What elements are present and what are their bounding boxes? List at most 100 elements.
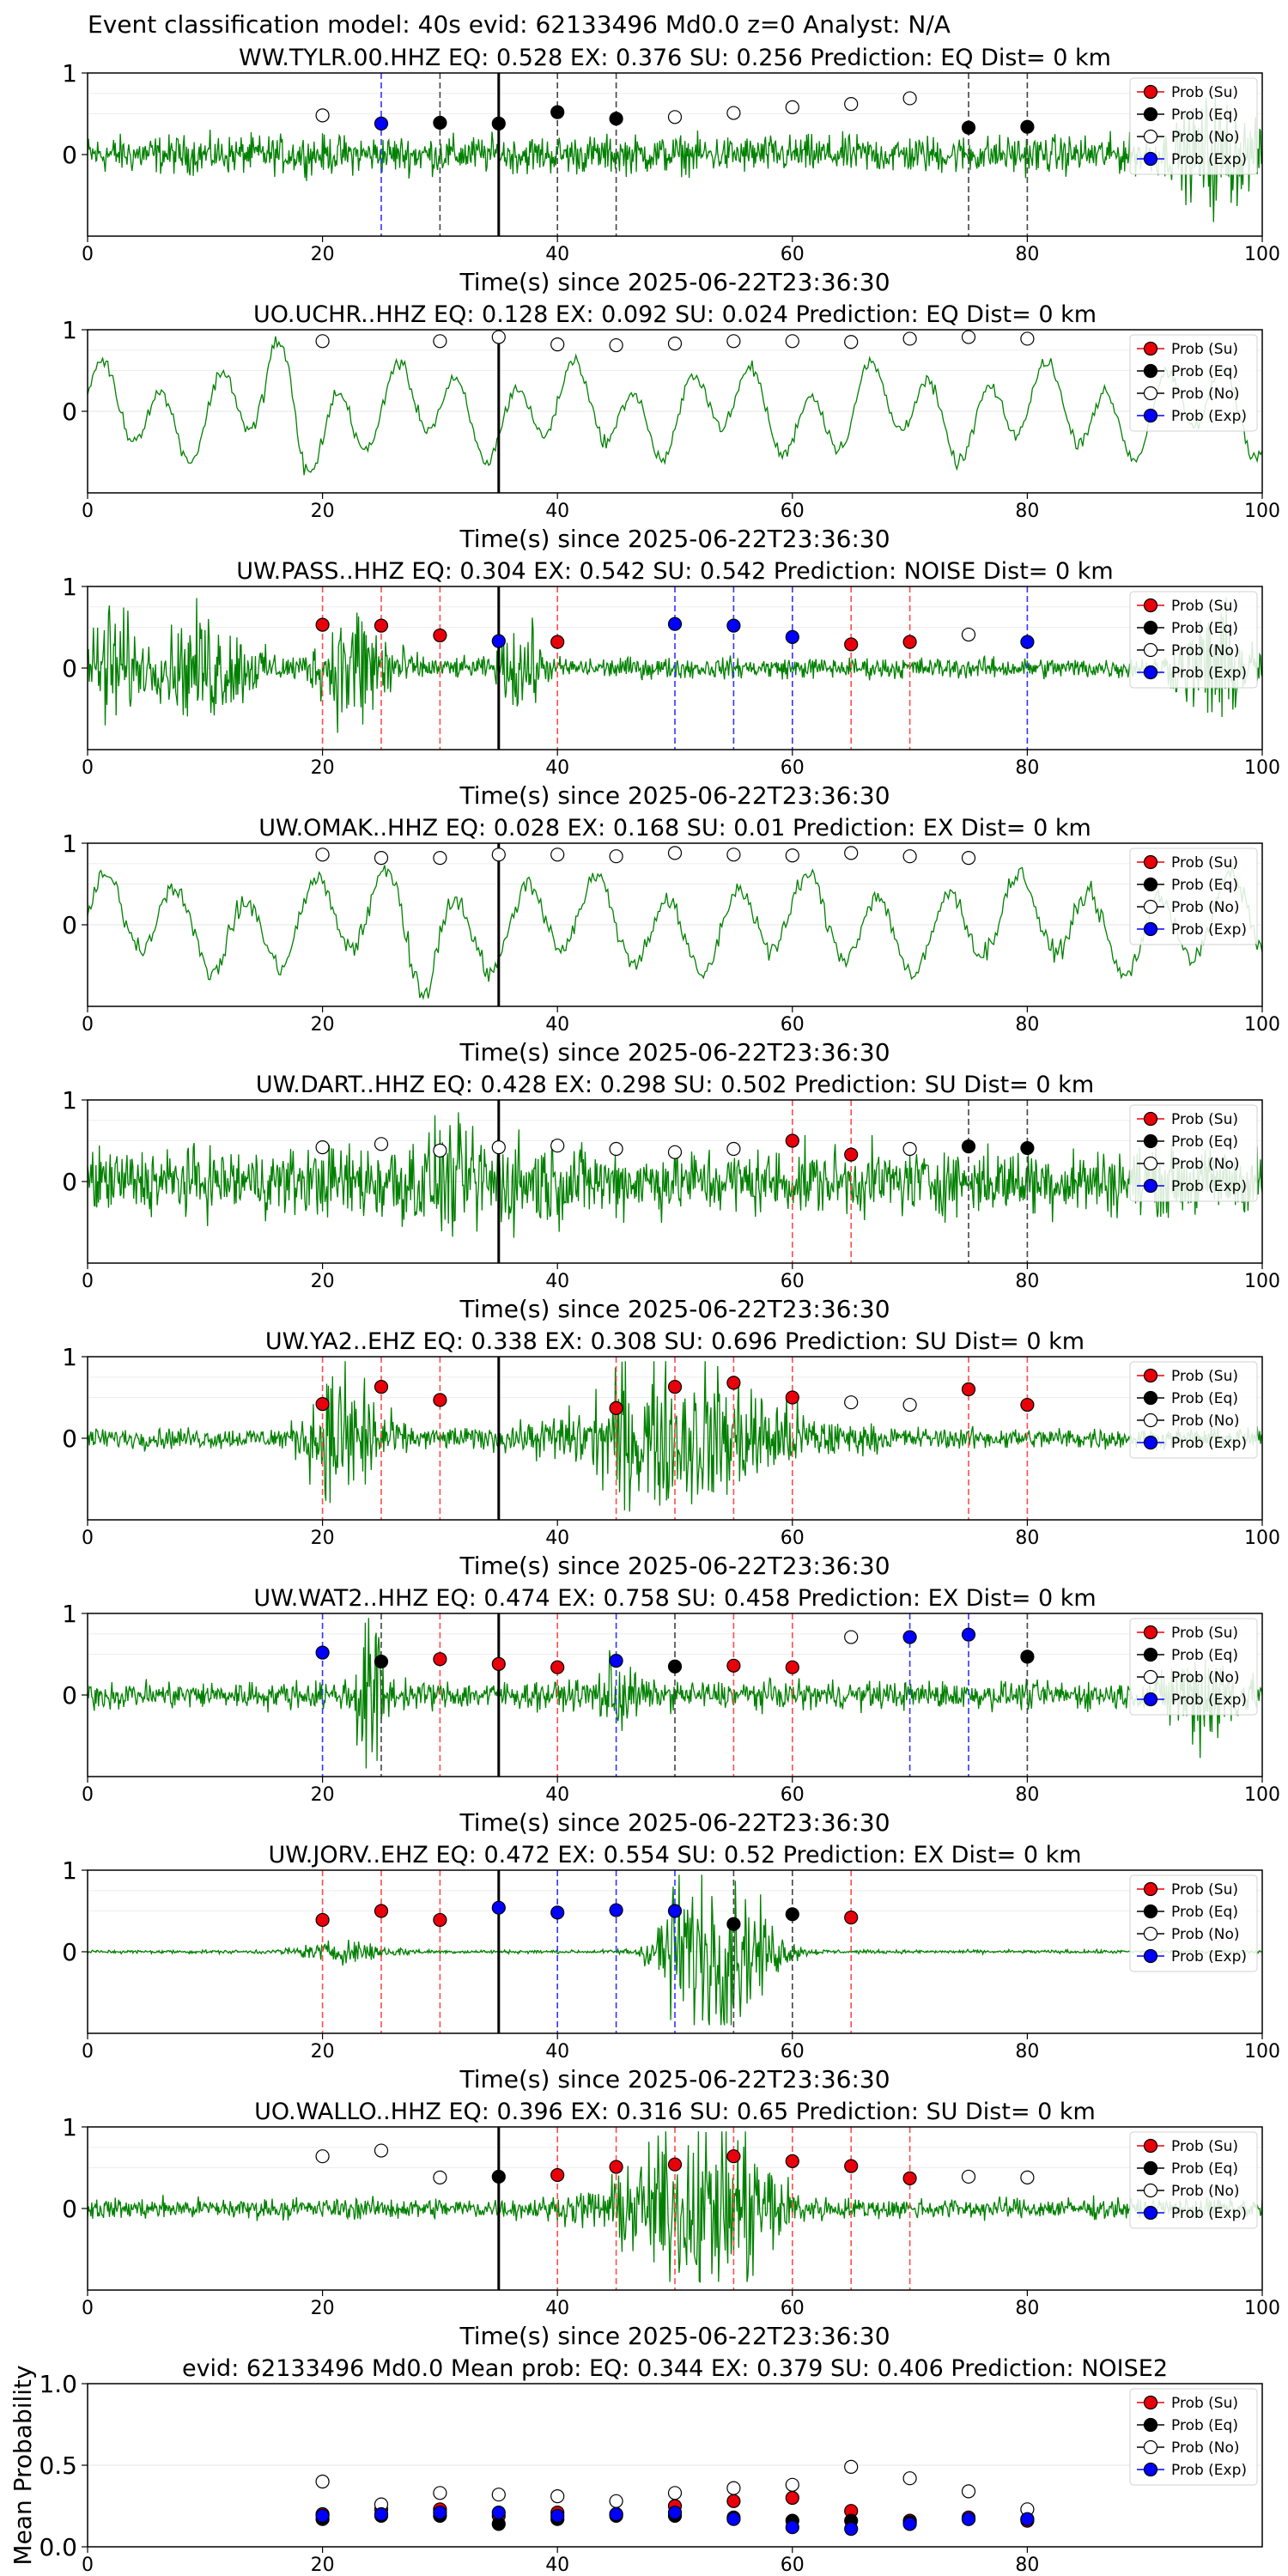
figure-suptitle: Event classification model: 40s evid: 62… bbox=[88, 10, 951, 39]
mean-marker-no bbox=[433, 2486, 447, 2500]
prob-marker-eq bbox=[667, 1659, 683, 1674]
mean-marker-su bbox=[726, 2494, 741, 2508]
y-tick-label: 1 bbox=[62, 1343, 77, 1371]
legend-marker-exp bbox=[1143, 2462, 1158, 2477]
prob-marker-su bbox=[550, 1660, 565, 1674]
legend-marker-su bbox=[1143, 341, 1158, 356]
panel-6: UW.YA2..EHZ EQ: 0.338 EX: 0.308 SU: 0.69… bbox=[62, 1328, 1280, 1580]
x-axis-label: Time(s) since 2025-06-22T23:36:30 bbox=[459, 781, 890, 810]
prob-marker-su bbox=[609, 1400, 623, 1415]
x-tick-label: 0 bbox=[82, 757, 94, 779]
prob-marker-su bbox=[374, 1904, 389, 1918]
prob-marker-eq bbox=[1020, 1140, 1035, 1156]
x-tick-label: 0 bbox=[82, 1784, 94, 1806]
prob-marker-su bbox=[315, 1912, 330, 1928]
legend: Prob (Su) Prob (Eq) Prob (No) Prob (Exp) bbox=[1129, 2388, 1258, 2486]
prob-marker-su bbox=[550, 2167, 565, 2183]
x-tick-label: 80 bbox=[1015, 1784, 1039, 1806]
legend-label-su: Prob (Su) bbox=[1171, 598, 1238, 615]
prob-marker-su bbox=[726, 1376, 741, 1390]
mean-marker-exp bbox=[726, 2512, 741, 2526]
prob-marker-no bbox=[609, 1141, 623, 1157]
y-tick-label: 0.0 bbox=[39, 2533, 77, 2561]
prob-marker-exp bbox=[667, 1904, 683, 1918]
x-tick-label: 40 bbox=[545, 244, 569, 265]
panel-10: evid: 62133496 Md0.0 Mean prob: EQ: 0.34… bbox=[9, 2355, 1263, 2576]
x-tick-label: 60 bbox=[781, 1784, 805, 1806]
y-tick-label: 0 bbox=[62, 1681, 77, 1710]
prob-marker-no bbox=[902, 1141, 917, 1157]
panel-7: UW.WAT2..HHZ EQ: 0.474 EX: 0.758 SU: 0.4… bbox=[62, 1585, 1280, 1837]
prob-marker-su bbox=[374, 618, 389, 633]
plot-content bbox=[88, 1357, 1262, 1520]
x-tick-label: 60 bbox=[781, 2298, 805, 2319]
prob-marker-su bbox=[844, 2159, 859, 2173]
prob-marker-su bbox=[785, 1660, 799, 1674]
prob-marker-eq bbox=[433, 115, 447, 131]
panel-title: UW.WAT2..HHZ EQ: 0.474 EX: 0.758 SU: 0.4… bbox=[253, 1585, 1096, 1612]
x-tick-label: 80 bbox=[1015, 1528, 1039, 1549]
panel-1: WW.TYLR.00.HHZ EQ: 0.528 EX: 0.376 SU: 0… bbox=[62, 45, 1280, 296]
prob-marker-exp bbox=[726, 618, 741, 633]
legend-label-eq: Prob (Eq) bbox=[1171, 363, 1238, 380]
legend-box bbox=[1129, 1618, 1258, 1716]
legend-label-su: Prob (Su) bbox=[1171, 1368, 1238, 1385]
legend-marker-eq bbox=[1143, 106, 1158, 122]
y-tick-label: 1.0 bbox=[39, 2370, 77, 2398]
x-tick-label: 60 bbox=[781, 1271, 805, 1292]
y-tick-label: 1 bbox=[62, 316, 77, 344]
legend-label-no: Prob (No) bbox=[1171, 2439, 1240, 2457]
x-tick-label: 80 bbox=[1015, 2555, 1039, 2576]
prob-marker-no bbox=[902, 1397, 917, 1413]
prob-marker-no bbox=[726, 1141, 741, 1157]
prob-marker-exp bbox=[609, 1653, 623, 1668]
y-tick-label: 0 bbox=[62, 911, 77, 939]
y-tick-label: 0 bbox=[62, 398, 77, 426]
legend-label-no: Prob (No) bbox=[1171, 1926, 1240, 1943]
x-tick-label: 40 bbox=[545, 2555, 569, 2576]
legend: Prob (Su) Prob (Eq) Prob (No) Prob (Exp) bbox=[1129, 1874, 1258, 1972]
legend-marker-su bbox=[1143, 854, 1158, 870]
prob-marker-no bbox=[491, 848, 506, 862]
legend-label-eq: Prob (Eq) bbox=[1171, 1904, 1238, 1921]
prob-marker-su bbox=[844, 637, 859, 652]
mean-marker-exp bbox=[785, 2520, 799, 2535]
prob-marker-eq bbox=[550, 105, 565, 119]
prob-marker-eq bbox=[1020, 1649, 1035, 1664]
prob-marker-eq bbox=[609, 112, 623, 126]
legend-label-no: Prob (No) bbox=[1171, 129, 1240, 146]
prob-marker-no bbox=[785, 100, 799, 115]
x-tick-label: 100 bbox=[1244, 757, 1280, 779]
y-axis-label: Mean Probability bbox=[9, 2365, 37, 2565]
legend-marker-eq bbox=[1143, 1133, 1158, 1149]
mean-marker-su bbox=[785, 2490, 799, 2506]
legend-marker-eq bbox=[1143, 1647, 1158, 1662]
prob-marker-no bbox=[961, 2169, 976, 2184]
legend-marker-su bbox=[1143, 1111, 1158, 1127]
x-axis-label: Time(s) since 2025-06-22T23:36:30 bbox=[459, 1552, 890, 1580]
y-tick-label: 1 bbox=[62, 59, 77, 88]
legend-label-exp: Prob (Exp) bbox=[1171, 1948, 1247, 1965]
waveform-trace bbox=[88, 336, 1262, 476]
panel-title: UW.JORV..EHZ EQ: 0.472 EX: 0.554 SU: 0.5… bbox=[268, 1842, 1081, 1868]
legend-marker-no bbox=[1143, 899, 1158, 914]
mean-marker-no bbox=[667, 2486, 683, 2500]
x-tick-label: 80 bbox=[1015, 757, 1039, 779]
prob-marker-exp bbox=[1020, 635, 1035, 649]
legend-marker-no bbox=[1143, 1926, 1158, 1941]
x-axis-label: Time(s) since 2025-06-22T23:36:30 bbox=[459, 268, 890, 296]
prob-marker-exp bbox=[785, 629, 799, 645]
prob-marker-no bbox=[433, 2170, 447, 2184]
plot-content bbox=[88, 1870, 1262, 2033]
legend-label-su: Prob (Su) bbox=[1171, 1111, 1238, 1128]
prob-marker-su bbox=[667, 1380, 683, 1394]
prob-marker-no bbox=[550, 1139, 565, 1153]
legend-marker-su bbox=[1143, 1881, 1158, 1897]
panel-title: UW.DART..HHZ EQ: 0.428 EX: 0.298 SU: 0.5… bbox=[256, 1072, 1094, 1098]
mean-marker-no bbox=[609, 2494, 623, 2508]
y-tick-label: 1 bbox=[62, 1086, 77, 1115]
prob-marker-su bbox=[433, 1912, 447, 1928]
mean-marker-exp bbox=[667, 2506, 683, 2520]
legend-marker-no bbox=[1143, 1413, 1158, 1428]
prob-marker-su bbox=[726, 1658, 741, 1673]
